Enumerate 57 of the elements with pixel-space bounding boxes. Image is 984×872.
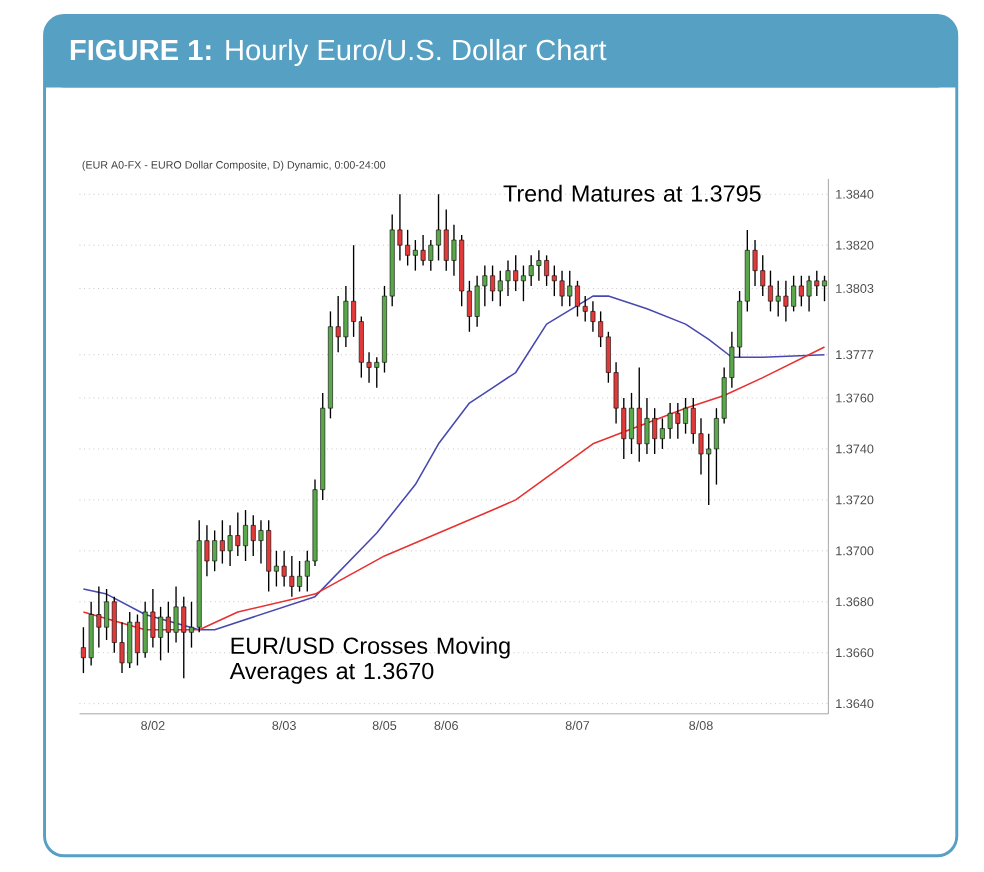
candlestick — [490, 265, 496, 303]
candlestick — [760, 254, 766, 298]
candlestick — [659, 418, 665, 450]
candlestick — [806, 275, 812, 313]
candlestick — [235, 512, 241, 557]
candlestick — [814, 270, 820, 298]
candlestick — [505, 260, 511, 298]
candlestick — [88, 601, 94, 667]
chart-title: FIGURE 1: Hourly Euro/U.S. Dollar Chart — [70, 39, 607, 67]
candlestick — [629, 392, 634, 456]
candlestick — [289, 555, 295, 598]
candlestick — [173, 586, 179, 644]
candlestick — [590, 300, 596, 333]
candlestick — [405, 229, 411, 267]
candlestick — [104, 588, 110, 641]
candlestick — [559, 270, 565, 308]
candlestick — [791, 275, 797, 313]
candlestick — [420, 234, 426, 267]
candlestick — [412, 239, 418, 272]
candlestick — [667, 402, 673, 440]
candlestick — [266, 519, 272, 593]
candlestick — [297, 560, 303, 593]
candlestick — [536, 249, 542, 282]
candlestick — [675, 402, 681, 440]
candlestick — [281, 550, 287, 588]
candlestick — [544, 254, 550, 287]
candlestick — [227, 524, 233, 568]
candlestick — [127, 611, 133, 669]
candlestick — [250, 514, 256, 557]
candlestick — [528, 254, 534, 287]
candlestick — [798, 275, 804, 308]
candlestick — [652, 407, 658, 456]
candlestick — [219, 519, 225, 565]
candlestick — [474, 275, 480, 328]
candlestick — [243, 509, 248, 562]
candlestick — [822, 275, 827, 303]
candlestick — [575, 280, 580, 318]
candlestick — [775, 280, 781, 318]
candlestick — [497, 270, 503, 308]
candlestick — [258, 519, 264, 565]
candlestick — [158, 606, 164, 662]
candlestick — [644, 397, 650, 456]
candlestick — [343, 285, 349, 349]
candlestick — [683, 397, 689, 435]
annotation: EUR/USD Crosses Moving Averages at 1.3670 — [229, 637, 510, 685]
candlestick — [768, 270, 773, 313]
candlestick — [783, 280, 789, 323]
candlestick — [443, 209, 449, 272]
candlestick — [142, 601, 148, 659]
candlestick — [520, 265, 526, 303]
candlestick — [567, 270, 573, 308]
candlestick — [551, 265, 557, 298]
candlestick — [212, 530, 218, 573]
candlestick — [436, 193, 441, 262]
candlestick — [513, 254, 519, 293]
candlestick — [636, 367, 642, 463]
annotation: Trend Matures at 1.3795 — [503, 185, 761, 203]
